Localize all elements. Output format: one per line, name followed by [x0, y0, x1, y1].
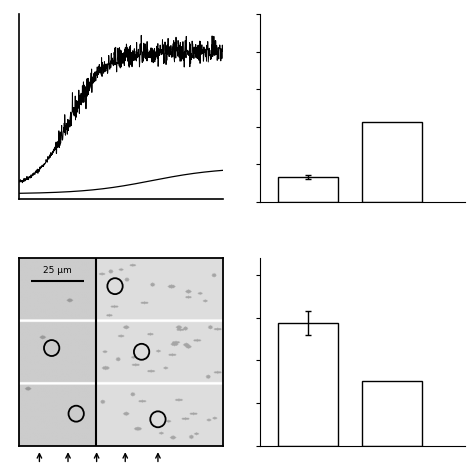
- Bar: [278, 323, 338, 446]
- Bar: [278, 177, 338, 202]
- Bar: [362, 122, 422, 202]
- Text: 25 μm: 25 μm: [44, 266, 72, 275]
- Bar: [362, 381, 422, 446]
